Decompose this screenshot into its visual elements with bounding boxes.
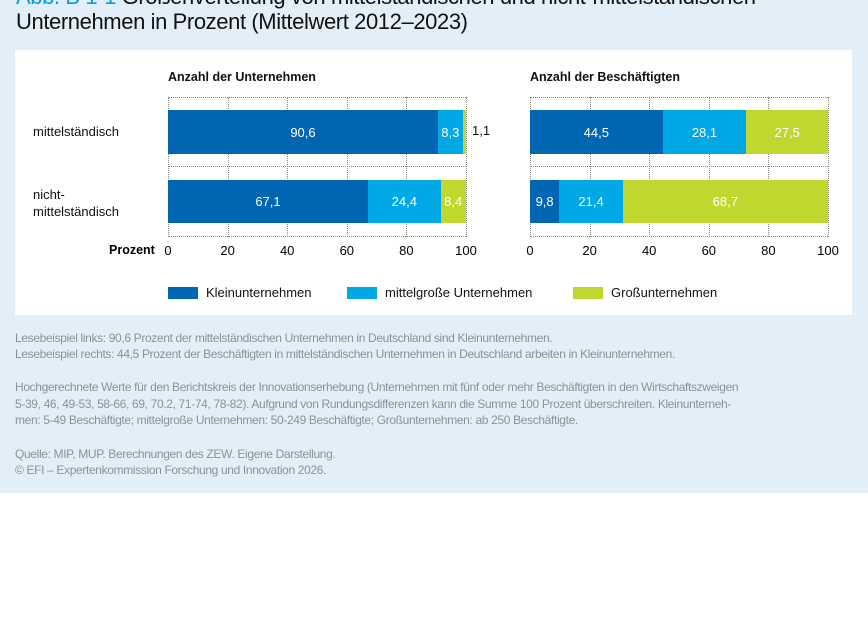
- gridline: [828, 97, 829, 237]
- legend-item: mittelgroße Unternehmen: [347, 285, 532, 300]
- bar-segment-0: 67,1: [168, 180, 368, 223]
- gridline: [649, 97, 651, 237]
- legend-swatch: [168, 286, 198, 299]
- gridline: [406, 97, 408, 237]
- legend-swatch: [347, 286, 377, 299]
- legend-label: Kleinunternehmen: [206, 285, 312, 300]
- x-tick-label: 60: [701, 243, 717, 258]
- data-label: 1,1: [472, 123, 491, 138]
- legend-item: Großunternehmen: [573, 285, 717, 300]
- bar-segment-1: 8,3: [437, 110, 463, 154]
- note-line: 5-39, 46, 49-53, 58-66, 69, 70.2, 71-74,…: [15, 397, 731, 411]
- bar-segment-2: 27,5: [746, 110, 828, 154]
- bar-segment-1: 28,1: [662, 110, 747, 154]
- gridline-horizontal: [530, 166, 828, 167]
- gridline-horizontal: [168, 97, 466, 98]
- gridline-horizontal: [530, 97, 828, 98]
- source-line: Quelle: MIP, MUP. Berechnungen des ZEW. …: [15, 447, 336, 461]
- gridline: [168, 97, 169, 237]
- reading-example-right: Lesebeispiel rechts: 44,5 Prozent der Be…: [15, 347, 675, 361]
- x-tick-label: 20: [220, 243, 235, 258]
- gridline-horizontal: [168, 236, 466, 237]
- bar-segment-0: 44,5: [530, 110, 663, 154]
- chart-title-right: Anzahl der Beschäftigten: [530, 70, 681, 84]
- x-tick-label: 100: [455, 243, 477, 258]
- figure-title-line2: Unternehmen in Prozent (Mittelwert 2012–…: [16, 9, 468, 34]
- x-tick-label: 40: [641, 243, 657, 258]
- legend-item: Kleinunternehmen: [168, 285, 312, 300]
- bar-segment-0: 90,6: [168, 110, 438, 154]
- x-axis-label: Prozent: [109, 243, 155, 257]
- legend-label: mittelgroße Unternehmen: [385, 285, 533, 300]
- gridline: [287, 97, 289, 237]
- legend-swatch: [573, 286, 603, 299]
- figure-title-line1: Abb. B 1-1 Größenverteilung von mittelst…: [16, 0, 756, 10]
- gridline: [768, 97, 770, 237]
- x-tick-label: 40: [279, 243, 295, 258]
- x-tick-label: 80: [761, 243, 776, 258]
- gridline: [346, 97, 348, 237]
- gridline: [227, 97, 229, 237]
- x-tick-label: 20: [582, 243, 597, 258]
- legend-label: Großunternehmen: [611, 285, 718, 300]
- bar-segment-2: 8,4: [440, 180, 466, 223]
- chart-title-left: Anzahl der Unternehmen: [168, 70, 316, 84]
- gridline: [589, 97, 591, 237]
- category-label: mittelständisch: [33, 124, 119, 139]
- bar-segment-2: 68,7: [622, 180, 828, 223]
- note-line: men: 5-49 Beschäftigte; mittelgroße Unte…: [15, 413, 578, 427]
- bar-segment-1: 24,4: [367, 180, 441, 223]
- figure-number: Abb. B 1-1: [16, 0, 116, 9]
- bar-segment-0: 9,8: [530, 180, 560, 223]
- x-tick-label: 0: [164, 243, 172, 258]
- bar-segment: [462, 110, 466, 154]
- gridline: [466, 97, 467, 237]
- gridline-horizontal: [168, 166, 466, 167]
- reading-example-left: Lesebeispiel links: 90,6 Prozent der mit…: [15, 331, 553, 345]
- bar-segment-1: 21,4: [559, 180, 623, 223]
- gridline-horizontal: [530, 236, 828, 237]
- gridline: [708, 97, 710, 237]
- title-text: Größenverteilung von mittelständischen u…: [122, 0, 756, 9]
- x-tick-label: 0: [526, 243, 534, 258]
- gridline: [530, 97, 531, 237]
- note-line: Hochgerechnete Werte für den Berichtskre…: [15, 380, 739, 394]
- copyright-line: © EFI – Expertenkommission Forschung und…: [15, 463, 327, 477]
- category-label: nicht- mittelständisch: [33, 187, 119, 219]
- x-tick-label: 60: [339, 243, 355, 258]
- x-tick-label: 80: [399, 243, 414, 258]
- x-tick-label: 100: [817, 243, 839, 258]
